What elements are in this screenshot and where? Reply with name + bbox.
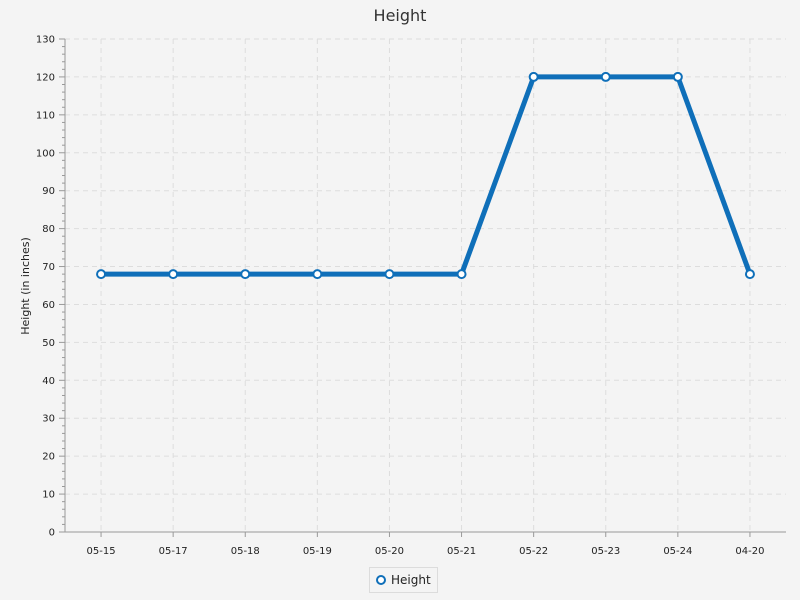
- data-point: [312, 269, 323, 280]
- y-tick-label: 60: [42, 300, 55, 311]
- x-tick-label: 04-20: [735, 546, 764, 557]
- x-tick-label: 05-15: [87, 546, 116, 557]
- y-tick-label: 130: [36, 35, 55, 46]
- data-point: [600, 71, 611, 82]
- y-axis-title: Height (in inches): [19, 237, 32, 335]
- legend: Height: [369, 567, 438, 593]
- y-tick-label: 80: [42, 224, 55, 235]
- chart-title: Height: [373, 6, 427, 25]
- x-tick-label: 05-23: [591, 546, 620, 557]
- y-tick-label: 40: [42, 376, 55, 387]
- x-tick-label: 05-21: [447, 546, 476, 557]
- y-tick-label: 20: [42, 452, 55, 463]
- data-point: [240, 269, 251, 280]
- y-tick-label: 120: [36, 72, 55, 83]
- y-tick-label: 50: [42, 338, 55, 349]
- series-line: [101, 74, 753, 277]
- legend-label: Height: [391, 573, 431, 587]
- data-point: [456, 269, 467, 280]
- series-height: [96, 71, 755, 280]
- y-tick-label: 90: [42, 186, 55, 197]
- data-point: [528, 71, 539, 82]
- x-tick-label: 05-19: [303, 546, 332, 557]
- data-point: [744, 269, 755, 280]
- axes: 0 10 20 30 40 50 60 70 80 90 100 110 120 130 05-15 05-1…: [36, 35, 786, 557]
- y-tick-label: 100: [36, 148, 55, 159]
- x-tick-label: 05-20: [375, 546, 404, 557]
- y-tick-label: 70: [42, 262, 55, 273]
- y-tick-label: 10: [42, 490, 55, 501]
- legend-marker-icon: [376, 575, 386, 585]
- grid: [65, 38, 786, 532]
- y-tick-label: 30: [42, 414, 55, 425]
- y-tick-label: 110: [36, 110, 55, 121]
- x-tick-label: 05-17: [159, 546, 188, 557]
- y-tick-label: 0: [49, 528, 55, 539]
- x-tick-label: 05-18: [231, 546, 260, 557]
- data-point: [96, 269, 107, 280]
- data-point: [168, 269, 179, 280]
- x-tick-label: 05-22: [519, 546, 548, 557]
- data-point: [384, 269, 395, 280]
- data-point: [672, 71, 683, 82]
- x-tick-label: 05-24: [663, 546, 692, 557]
